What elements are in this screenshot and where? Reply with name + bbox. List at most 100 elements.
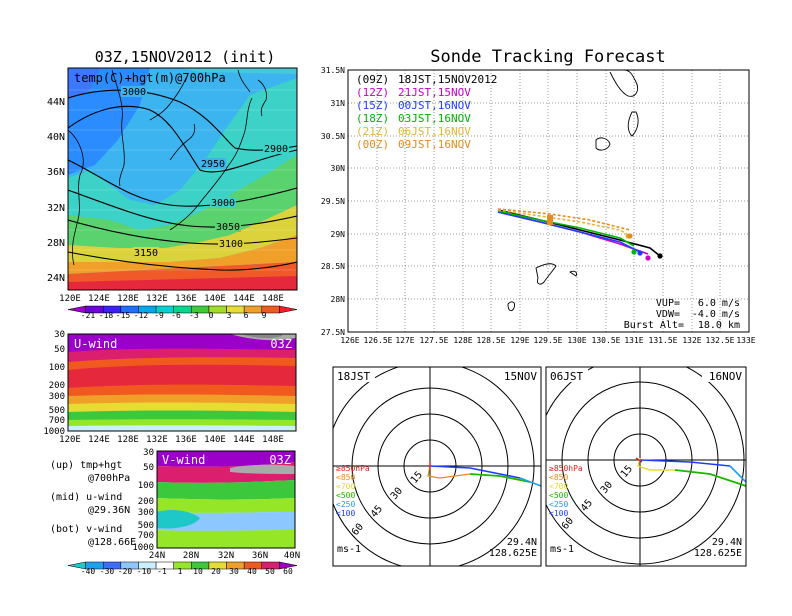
colorbar-swatch [173,561,192,570]
lat-tick: 28N [183,551,199,561]
lat-tick: 44N [47,97,65,108]
lat-tick: 27.5N [321,328,345,337]
u-wind-label: U-wind [74,337,117,351]
lon-tick: 131.5E [649,336,678,345]
sonde-landing-point [657,253,663,259]
lon-tick: 132.5E [706,336,735,345]
colorbar-label: 60 [283,567,293,576]
note-bot-line2: @128.66E [88,537,136,548]
lat-tick: 36N [252,551,268,561]
note-bot-line1: (bot) v-wind [50,524,122,535]
temperature-colorbar-labels: -21 -18 -15 -12 -9 -6 -3 0 3 6 9 [81,311,267,320]
sonde-launch-marker [547,215,553,221]
level-label: ≥850hPa [549,464,583,473]
colorbar-label: 40 [247,567,257,576]
colorbar-label: -40 [81,567,96,576]
hodograph-unit: ms-1 [337,544,361,555]
panel-description-notes: (up) tmp+hgt @700hPa (mid) u-wind @29.36… [50,460,136,548]
lat-tick: 29N [331,230,346,239]
lon-tick: 130.5E [592,336,621,345]
lon-tick: 128E [453,336,472,345]
wind-colorbar [67,561,298,570]
sonde-landing-point [637,250,643,256]
param-vdw-value: -4.0 m/s [692,309,740,320]
level-label: <850 [336,473,355,482]
sonde-grid [348,70,749,332]
lat-tick: 30.5N [321,132,345,141]
lon-tick: 130E [567,336,586,345]
colorbar-label: -12 [134,311,149,320]
hodograph-2-ring-labels: 15 30 45 60 [560,464,635,532]
colorbar-label: -9 [154,311,164,320]
v-wind-pressure-axis: 30 50 100 200 300 500 700 1000 [132,448,154,553]
sonde-landing-point [645,255,651,261]
lat-tick: 32N [218,551,234,561]
colorbar-label: -6 [171,311,181,320]
level-label: <100 [549,509,568,518]
level-label: <100 [336,509,355,518]
lon-tick: 120E [59,294,81,304]
v-wind-time: 03Z [269,453,291,467]
lat-tick: 36N [47,167,65,178]
lon-tick: 127E [395,336,414,345]
pressure-tick: 30 [143,448,154,458]
lon-tick: 144E [233,294,255,304]
level-label: <700 [549,482,568,491]
pressure-tick: 1000 [43,427,65,437]
level-label: <850 [549,473,568,482]
hodograph-2-labels: 06JST 16NOV 29.4N 128.625E ms-1 [548,368,744,559]
lon-tick: 140E [204,435,226,445]
hodograph-time: 06JST [550,370,583,383]
left-map-panel-label: temp(C)+hgt(m)@700hPa [74,71,226,85]
legend-text-15z: 00JST,16NOV [398,99,471,112]
pressure-tick: 500 [49,406,65,416]
u-wind-field [68,334,296,431]
lat-tick: 31N [331,99,346,108]
note-mid-line2: @29.36N [88,505,130,516]
wind-colorbar-labels: -40 -30 -20 -10 -1 1 10 20 30 40 50 60 [81,567,293,576]
lat-tick: 30N [331,164,346,173]
lat-tick: 40N [284,551,300,561]
sonde-launch-marker [547,219,553,225]
left-map-lat-axis: 44N 40N 36N 32N 28N 24N [47,97,65,284]
lon-tick: 126E [340,336,359,345]
hodograph-lat: 29.4N [712,537,742,548]
note-up-line1: (up) tmp+hgt [50,460,122,471]
contour-label: 3100 [219,239,243,250]
pressure-tick: 300 [138,508,154,518]
colorbar-label: 30 [229,567,239,576]
lon-tick: 128E [117,435,139,445]
level-label: ≥850hPa [336,464,370,473]
colorbar-label: 1 [178,567,183,576]
param-burst-value: 18.0 km [698,320,740,331]
pressure-tick: 50 [54,345,65,355]
pressure-tick: 700 [138,531,154,541]
temperature-field [68,68,297,290]
hodograph-2 [546,367,746,566]
lat-tick: 24N [47,273,65,284]
level-label: <700 [336,482,355,491]
contour-label: 3000 [211,198,235,209]
legend-text-09z: 18JST,15NOV2012 [398,73,497,86]
lon-tick: 129E [510,336,529,345]
pressure-tick: 200 [138,497,154,507]
lon-tick: 132E [146,294,168,304]
lon-tick: 128E [117,294,139,304]
contour-labels: 3000 2950 2900 3000 3050 3100 3150 [121,86,289,259]
legend-code-12z: (12Z) [356,86,389,99]
level-label: <500 [549,491,568,500]
pressure-tick: 200 [49,381,65,391]
lon-tick: 148E [262,294,284,304]
pressure-tick: 300 [49,392,65,402]
lon-tick: 124E [88,294,110,304]
legend-code-00z: (00Z) [356,138,389,151]
contour-label: 3050 [216,222,240,233]
sonde-track-line [497,209,631,237]
note-up-line2: @700hPa [88,473,130,484]
contour-label: 2900 [264,144,288,155]
colorbar-label: 6 [244,311,249,320]
colorbar-swatch [279,305,298,314]
level-label: <250 [549,500,568,509]
hodograph-lon: 128.625E [694,548,742,559]
